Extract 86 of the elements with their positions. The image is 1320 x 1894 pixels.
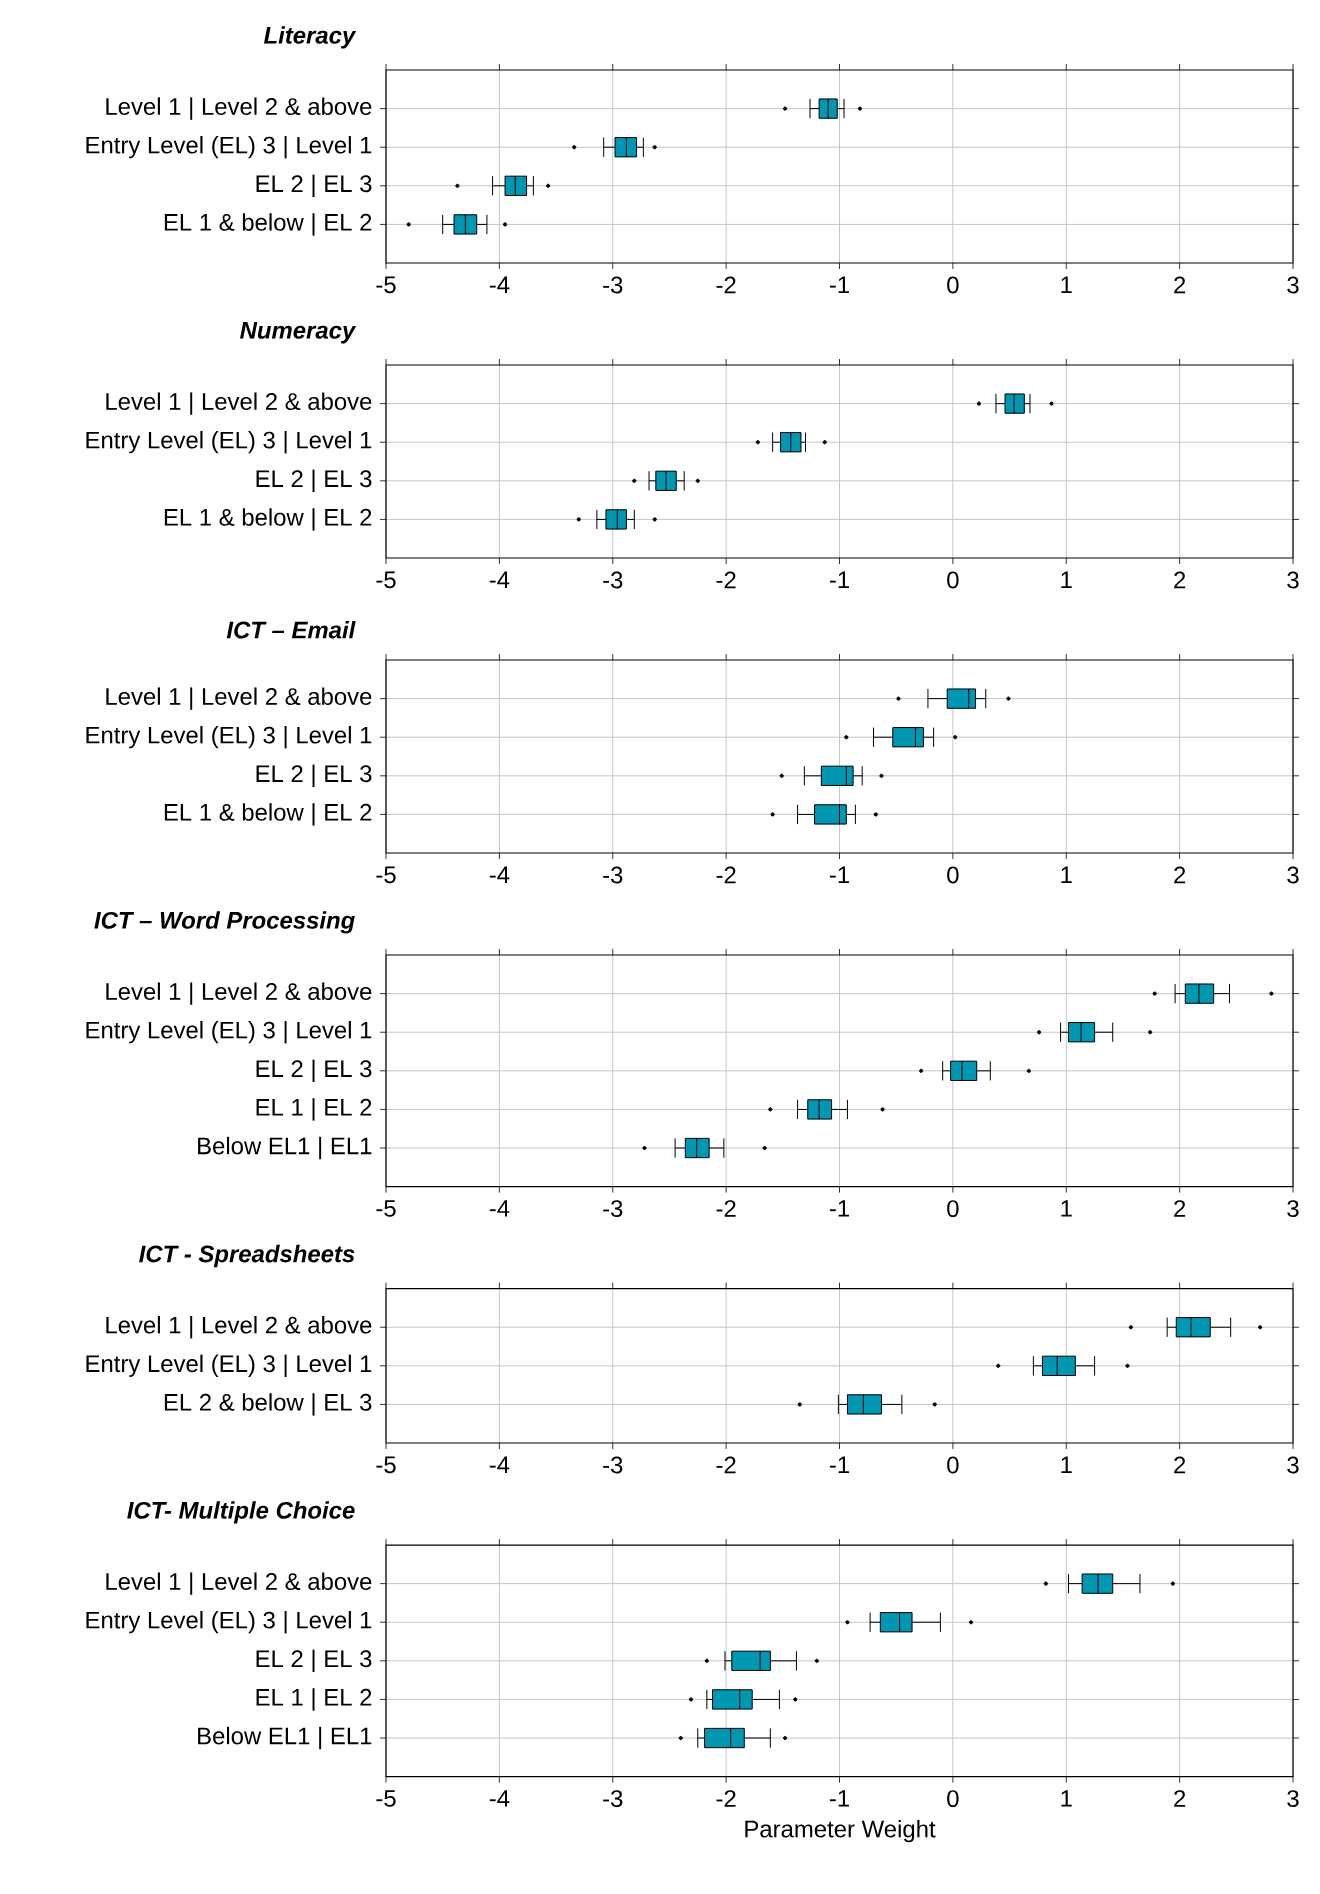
x-tick-label: 2 xyxy=(1174,1456,1186,1474)
y-tick-label: Entry Level (EL) 3 | Level 1 xyxy=(86,431,372,454)
x-tick-label: -1 xyxy=(829,276,849,293)
x-tick-label: 3 xyxy=(1287,1456,1299,1474)
x-tick-label: -1 xyxy=(829,1456,849,1473)
x-tick-label: -2 xyxy=(716,1200,736,1217)
y-tick-label: EL 1 | EL 2 xyxy=(256,1098,372,1121)
x-tick-label: 1 xyxy=(1061,1790,1072,1807)
y-tick-label: EL 1 | EL 2 xyxy=(256,1688,372,1711)
x-tick-label: 2 xyxy=(1174,1200,1186,1217)
x-tick-label: -5 xyxy=(376,276,396,294)
x-tick-label: -1 xyxy=(829,1200,849,1217)
x-tick-label: -5 xyxy=(376,1790,396,1807)
y-tick-label: EL 2 | EL 3 xyxy=(256,1059,372,1083)
x-tick-label: 1 xyxy=(1061,1456,1072,1473)
x-tick-label: -3 xyxy=(603,866,623,884)
y-tick-label: EL 2 | EL 3 xyxy=(256,174,372,197)
y-tick-label: Entry Level (EL) 3 | Level 1 xyxy=(86,1611,372,1634)
x-tick-label: 0 xyxy=(947,276,959,294)
x-tick-label: -2 xyxy=(716,1456,736,1474)
y-tick-label: Level 1 | Level 2 & above xyxy=(106,392,372,415)
x-tick-label: 2 xyxy=(1174,1790,1186,1807)
chart-title: ICT – Word Processing xyxy=(94,911,355,934)
x-tick-label: -2 xyxy=(716,1790,736,1807)
x-tick-label: -4 xyxy=(489,1790,510,1807)
x-tick-label: -5 xyxy=(376,866,396,884)
x-tick-label: 3 xyxy=(1287,276,1299,294)
x-tick-label: -4 xyxy=(489,866,510,883)
y-tick-label: Level 1 | Level 2 & above xyxy=(106,687,372,710)
x-tick-label: -3 xyxy=(603,1790,623,1808)
x-tick-label: -3 xyxy=(603,1200,623,1218)
x-tick-label: 3 xyxy=(1287,866,1299,884)
x-tick-label: -4 xyxy=(489,276,510,293)
y-tick-label: Level 1 | Level 2 & above xyxy=(106,97,372,120)
y-tick-label: EL 1 & below | EL 2 xyxy=(164,803,372,826)
y-tick-label: EL 2 | EL 3 xyxy=(256,764,372,788)
x-tick-label: -2 xyxy=(716,276,736,294)
y-tick-label: EL 2 | EL 3 xyxy=(256,469,372,492)
x-tick-label: 1 xyxy=(1061,866,1072,883)
y-tick-label: Entry Level (EL) 3 | Level 1 xyxy=(86,1354,372,1378)
x-tick-label: 0 xyxy=(947,1456,959,1474)
y-tick-label: Entry Level (EL) 3 | Level 1 xyxy=(86,136,372,159)
x-tick-label: 0 xyxy=(947,1200,959,1218)
chart-title: Numeracy xyxy=(240,322,357,344)
x-tick-label: -5 xyxy=(376,1456,396,1474)
y-tick-label: Below EL1 | EL1 xyxy=(198,1726,372,1750)
y-tick-label: EL 1 & below | EL 2 xyxy=(164,508,372,531)
x-tick-label: -2 xyxy=(716,571,736,589)
x-axis-title: Parameter Weight xyxy=(745,1819,936,1843)
chart-title: ICT- Multiple Choice xyxy=(127,1501,355,1524)
x-tick-label: 1 xyxy=(1061,571,1072,588)
x-tick-label: -3 xyxy=(603,276,623,294)
x-tick-label: 0 xyxy=(947,571,959,589)
x-tick-label: -5 xyxy=(376,571,396,589)
x-tick-label: -4 xyxy=(489,1456,510,1473)
chart-title: Literacy xyxy=(263,26,357,49)
x-tick-label: 3 xyxy=(1287,1200,1299,1218)
x-tick-label: -1 xyxy=(829,1790,849,1807)
x-tick-label: -1 xyxy=(829,571,849,588)
x-tick-label: 3 xyxy=(1287,571,1299,589)
x-tick-label: 2 xyxy=(1174,866,1186,884)
y-tick-label: EL 1 & below | EL 2 xyxy=(164,213,372,236)
x-tick-label: -3 xyxy=(603,1456,623,1474)
x-tick-label: 2 xyxy=(1174,571,1186,589)
x-tick-label: 1 xyxy=(1061,276,1072,293)
y-tick-label: Entry Level (EL) 3 | Level 1 xyxy=(86,726,372,749)
chart-title: ICT - Spreadsheets xyxy=(139,1244,355,1268)
x-tick-label: 0 xyxy=(947,1790,959,1808)
x-tick-label: -4 xyxy=(489,571,510,588)
x-tick-label: 1 xyxy=(1061,1200,1072,1217)
chart-title: ICT – Email xyxy=(226,620,356,639)
y-tick-label: Entry Level (EL) 3 | Level 1 xyxy=(86,1021,372,1044)
x-tick-label: -5 xyxy=(376,1200,396,1217)
y-tick-label: Level 1 | Level 2 & above xyxy=(106,1316,372,1339)
x-tick-label: 3 xyxy=(1287,1790,1299,1808)
y-tick-label: Level 1 | Level 2 & above xyxy=(106,982,372,1005)
x-tick-label: -2 xyxy=(716,866,736,884)
y-tick-label: Below EL1 | EL1 xyxy=(198,1136,372,1160)
x-tick-label: -4 xyxy=(489,1200,510,1217)
x-tick-label: -1 xyxy=(829,866,849,883)
y-tick-label: EL 2 & below | EL 3 xyxy=(164,1393,372,1416)
x-tick-label: 0 xyxy=(947,866,959,884)
x-tick-label: 2 xyxy=(1174,276,1186,294)
y-tick-label: EL 2 | EL 3 xyxy=(256,1649,372,1673)
x-tick-label: -3 xyxy=(603,571,623,589)
y-tick-label: Level 1 | Level 2 & above xyxy=(106,1572,372,1595)
